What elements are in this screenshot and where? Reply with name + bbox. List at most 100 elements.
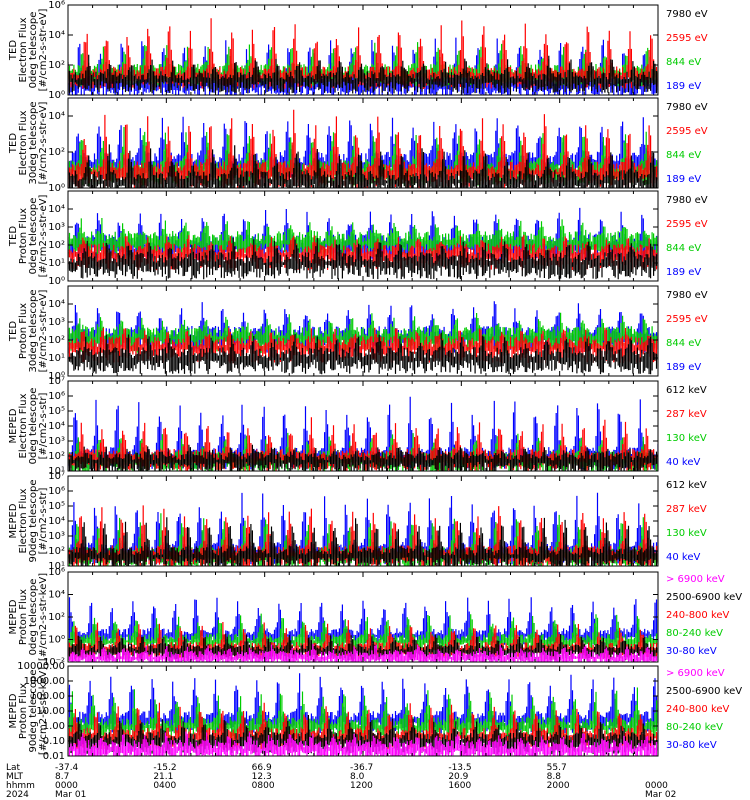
y-axis-label-line: TED: [8, 133, 19, 154]
legend-entry: 2595 eV: [666, 219, 708, 230]
y-tick-label: 1000.00: [24, 676, 65, 687]
y-tick-label: 10²: [48, 546, 65, 557]
axis-tick-value: -36.7: [350, 763, 373, 773]
axis-tick-value: 0000: [55, 781, 78, 791]
y-tick-label: 10⁰: [48, 183, 65, 194]
y-axis-label-line: [#/cm2-s-str-eV]: [38, 9, 49, 92]
y-tick-label: 100.00: [30, 691, 65, 702]
y-axis-label: TEDElectron Flux0deg telescope[#/cm2-s-s…: [8, 9, 49, 92]
y-tick-label: 10²: [48, 60, 65, 71]
legend-entry: 40 keV: [666, 552, 700, 563]
y-tick-label: 10000.00: [17, 661, 65, 672]
y-tick-label: 10²: [48, 451, 65, 462]
y-axis-label-line: Electron Flux: [18, 17, 29, 82]
y-axis-label-line: 0deg telescope: [28, 388, 39, 465]
y-tick-label: 10⁴: [48, 30, 65, 41]
y-axis-label-line: Electron Flux: [18, 110, 29, 175]
y-tick-label: 10⁷: [48, 471, 65, 482]
legend-entry: 7980 eV: [666, 102, 708, 113]
y-axis-label-line: 90deg telescope: [28, 479, 39, 562]
y-tick-label: 10⁶: [48, 391, 65, 402]
axis-tick-value: 12.3: [252, 772, 272, 782]
y-tick-label: 10⁴: [48, 111, 65, 122]
y-tick-label: 0.01: [43, 751, 65, 762]
axis-tick-value: -15.2: [153, 763, 176, 773]
y-axis-label: TEDProton Flux30deg telescope[#/cm2-s-st…: [8, 289, 49, 372]
legend-entry: 189 eV: [666, 81, 701, 92]
y-tick-label: 10⁻²: [43, 657, 65, 668]
y-tick-label: 10⁴: [48, 299, 65, 310]
legend-entry: 80-240 keV: [666, 722, 723, 733]
legend-entry: 2595 eV: [666, 126, 708, 137]
axis-tick-value: -13.5: [448, 763, 471, 773]
y-tick-label: 10⁶: [48, 567, 65, 578]
y-axis-label-line: Electron Flux: [18, 488, 29, 553]
y-axis-label: MEPEDElectron Flux0deg telescope[#/cm2-s…: [8, 388, 49, 465]
y-axis-label-line: 0deg telescope: [28, 579, 39, 656]
y-axis-label-line: TED: [8, 226, 19, 247]
series-trace-612-kev: [68, 517, 658, 566]
y-axis-label-line: TED: [8, 40, 19, 61]
y-axis-label-line: [#/cm2-s-str-keV]: [38, 667, 49, 755]
y-axis-label-line: 0deg telescope: [28, 198, 39, 275]
y-tick-label: 10¹: [48, 466, 65, 477]
y-axis-label-line: [#/cm2-s-str-eV]: [38, 102, 49, 185]
y-axis-label-line: [#/cm2-s-str-eV]: [38, 290, 49, 373]
y-tick-label: 10.00: [36, 706, 65, 717]
legend-entry: 30-80 keV: [666, 740, 717, 751]
legend-entry: > 6900 keV: [666, 574, 725, 585]
series-trace-7980-ev: [68, 54, 658, 94]
legend-entry: 189 eV: [666, 267, 701, 278]
legend-entry: 2595 eV: [666, 33, 708, 44]
y-tick-label: 10²: [48, 612, 65, 623]
y-axis-label-line: MEPED: [8, 503, 19, 538]
y-axis-label-line: [#/cm2-s-str-keV]: [38, 573, 49, 661]
legend-entry: 7980 eV: [666, 290, 708, 301]
legend-entry: 287 keV: [666, 409, 707, 420]
legend-entry: 844 eV: [666, 338, 701, 349]
y-tick-label: 10¹: [48, 561, 65, 572]
y-tick-label: 10¹: [48, 258, 65, 269]
y-tick-label: 10¹: [48, 353, 65, 364]
y-tick-label: 10⁴: [48, 590, 65, 601]
y-axis-label-line: 30deg telescope: [28, 101, 39, 184]
axis-tick-value: 0800: [252, 781, 275, 791]
axis-tick-value: Mar 02: [645, 790, 676, 800]
y-tick-label: 10⁷: [48, 376, 65, 387]
series-trace-612-kev: [68, 444, 658, 471]
series-trace-7980-ev: [68, 144, 658, 188]
y-axis-label-line: Proton Flux: [18, 303, 29, 359]
axis-tick-value: 8.7: [55, 772, 69, 782]
y-axis-label-line: [#/cm2-s-str]: [38, 392, 49, 459]
legend-entry: 287 keV: [666, 504, 707, 515]
legend-entry: 7980 eV: [666, 195, 708, 206]
y-tick-label: 0.10: [43, 736, 65, 747]
y-tick-label: 10⁰: [48, 276, 65, 287]
legend-entry: 30-80 keV: [666, 646, 717, 657]
legend-entry: 240-800 keV: [666, 610, 730, 621]
y-tick-label: 10⁶: [48, 0, 65, 11]
y-axis-label-line: MEPED: [8, 693, 19, 728]
legend-entry: > 6900 keV: [666, 668, 725, 679]
axis-tick-value: 21.1: [153, 772, 173, 782]
y-tick-label: 10³: [48, 222, 65, 233]
y-axis-label-line: Proton Flux: [18, 208, 29, 264]
legend-entry: 189 eV: [666, 362, 701, 373]
axis-tick-value: 8.8: [547, 772, 562, 782]
legend-entry: 2500-6900 keV: [666, 592, 742, 603]
y-axis-label: MEPEDElectron Flux90deg telescope[#/cm2-…: [8, 479, 49, 562]
panel-8-traces: [68, 673, 658, 756]
axis-row-label: Lat: [6, 763, 21, 773]
y-tick-label: 10⁵: [48, 406, 65, 417]
axis-tick-value: 1600: [448, 781, 471, 791]
legend-entry: 40 keV: [666, 457, 700, 468]
y-axis-label-line: [#/cm2-s-str-eV]: [38, 195, 49, 278]
